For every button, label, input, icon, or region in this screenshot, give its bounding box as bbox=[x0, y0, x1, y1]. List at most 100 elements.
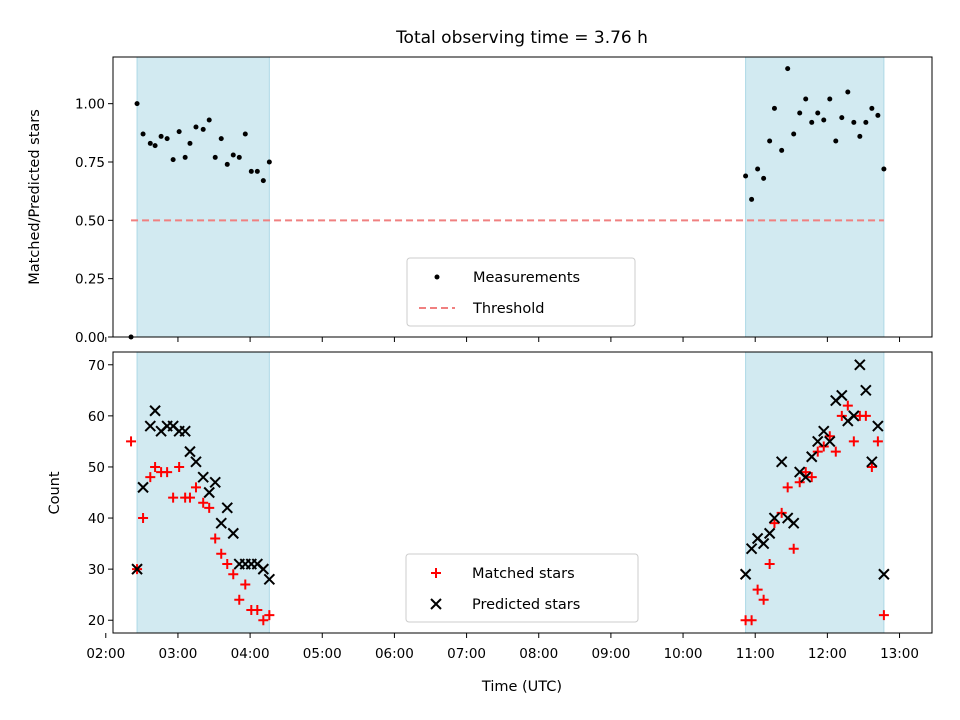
measurement-point bbox=[755, 166, 761, 172]
bottom-panel: 20 30 40 50 60 70 02:00 03:00 04:00 05:00 06:00 07:… bbox=[86, 351, 933, 662]
predicted-star-point bbox=[739, 568, 752, 580]
predicted-star-point bbox=[768, 512, 781, 524]
measurement-point bbox=[881, 166, 887, 172]
bottom-y-tick-label: 40 bbox=[88, 511, 105, 527]
predicted-star-point bbox=[787, 517, 800, 529]
bottom-x-tick-label: 13:00 bbox=[880, 646, 919, 662]
top-plot-frame bbox=[112, 56, 933, 338]
measurement-point bbox=[158, 133, 164, 139]
matched-star-point bbox=[788, 543, 799, 554]
measurement-point bbox=[147, 140, 153, 146]
x-axis-title: Time (UTC) bbox=[481, 679, 562, 695]
measurement-point bbox=[242, 131, 248, 137]
matched-star-point bbox=[769, 518, 780, 529]
bottom-x-tick-label: 08:00 bbox=[519, 646, 558, 662]
matched-star-point bbox=[818, 441, 829, 452]
predicted-star-point bbox=[848, 410, 860, 422]
predicted-star-point bbox=[144, 420, 156, 432]
matched-star-point bbox=[145, 472, 156, 483]
top-y-tick-label: 1.00 bbox=[75, 97, 105, 113]
measurement-point bbox=[260, 178, 266, 184]
matched-star-point bbox=[204, 502, 215, 513]
predicted-star-point bbox=[812, 435, 824, 448]
matched-star-point bbox=[860, 410, 871, 421]
legend-measurement-marker bbox=[434, 274, 440, 280]
bottom-x-tick-label: 09:00 bbox=[591, 646, 630, 662]
measurement-point bbox=[134, 101, 140, 107]
matched-star-point bbox=[800, 467, 811, 478]
matched-star-point bbox=[168, 492, 179, 503]
matched-star-point bbox=[842, 400, 853, 411]
bottom-y-axis-title: Count bbox=[47, 471, 63, 514]
matched-star-point bbox=[240, 579, 251, 590]
matched-star-point bbox=[126, 436, 137, 447]
top-y-axis-title: Matched/Predicted stars bbox=[27, 109, 43, 285]
predicted-star-point bbox=[757, 537, 770, 550]
predicted-star-point bbox=[806, 451, 818, 463]
predicted-star-point bbox=[872, 420, 884, 432]
matched-star-point bbox=[806, 472, 817, 483]
predicted-star-point bbox=[215, 517, 227, 529]
matched-star-point bbox=[174, 461, 185, 472]
top-panel: 0.00 0.25 0.50 0.75 1.00 Measurements Threshol… bbox=[75, 56, 933, 346]
matched-star-point bbox=[752, 584, 763, 595]
bottom-plot-frame bbox=[112, 351, 933, 634]
bottom-y-tick-label: 20 bbox=[88, 613, 105, 629]
matched-star-point bbox=[872, 436, 883, 447]
bottom-observing-window-1 bbox=[136, 351, 270, 634]
matched-star-point bbox=[264, 610, 275, 621]
matched-star-point bbox=[252, 605, 263, 616]
predicted-star-point bbox=[190, 456, 202, 468]
measurement-point bbox=[863, 119, 869, 125]
predicted-star-point bbox=[184, 445, 196, 458]
top-y-tick-label: 0.25 bbox=[75, 272, 105, 288]
measurement-point bbox=[212, 154, 218, 160]
measurement-point bbox=[749, 196, 755, 202]
measurement-point bbox=[845, 89, 851, 95]
bottom-x-tick-label: 04:00 bbox=[231, 646, 270, 662]
matched-star-point bbox=[258, 615, 269, 626]
matched-star-point bbox=[836, 410, 847, 421]
bottom-x-tick-label: 03:00 bbox=[158, 646, 197, 662]
bottom-x-tick-label: 12:00 bbox=[808, 646, 847, 662]
predicted-star-point bbox=[137, 481, 149, 494]
predicted-star-point bbox=[209, 476, 221, 488]
matched-star-point bbox=[812, 446, 823, 457]
top-legend-label: Measurements bbox=[473, 270, 580, 286]
predicted-star-point bbox=[179, 425, 191, 437]
matched-star-point bbox=[138, 513, 149, 524]
bottom-legend-box bbox=[405, 553, 639, 623]
measurement-point bbox=[839, 115, 845, 121]
measurement-point bbox=[833, 138, 839, 144]
matched-star-point bbox=[198, 497, 209, 508]
measurement-point bbox=[791, 131, 797, 137]
measurement-point bbox=[827, 96, 833, 102]
bottom-x-tick-label: 11:00 bbox=[736, 646, 775, 662]
predicted-star-point bbox=[197, 471, 209, 483]
measurement-point bbox=[193, 124, 199, 130]
predicted-star-point bbox=[203, 486, 215, 499]
predicted-star-point bbox=[860, 384, 872, 397]
bottom-x-tick-label: 07:00 bbox=[447, 646, 486, 662]
measurement-point bbox=[152, 143, 158, 149]
measurement-point bbox=[869, 105, 875, 111]
measurement-point bbox=[187, 140, 193, 146]
matched-star-point bbox=[782, 482, 793, 493]
measurement-point bbox=[797, 110, 803, 116]
measurement-point bbox=[182, 154, 188, 160]
measurement-point bbox=[200, 126, 206, 132]
top-y-tick-label: 0.50 bbox=[75, 213, 105, 229]
measurement-point bbox=[266, 159, 272, 165]
matched-star-point bbox=[210, 533, 221, 544]
bottom-legend-label: Matched stars bbox=[472, 566, 575, 582]
predicted-star-point bbox=[227, 527, 239, 540]
matched-star-point bbox=[830, 446, 841, 457]
matched-star-point bbox=[234, 594, 245, 605]
predicted-star-point bbox=[221, 502, 233, 514]
chart-title: Total observing time = 3.76 h bbox=[395, 28, 648, 48]
measurement-point bbox=[851, 119, 857, 125]
predicted-star-point bbox=[878, 568, 890, 580]
measurement-point bbox=[779, 147, 785, 153]
bottom-x-tick-label: 02:00 bbox=[86, 646, 125, 662]
measurement-point bbox=[809, 119, 815, 125]
